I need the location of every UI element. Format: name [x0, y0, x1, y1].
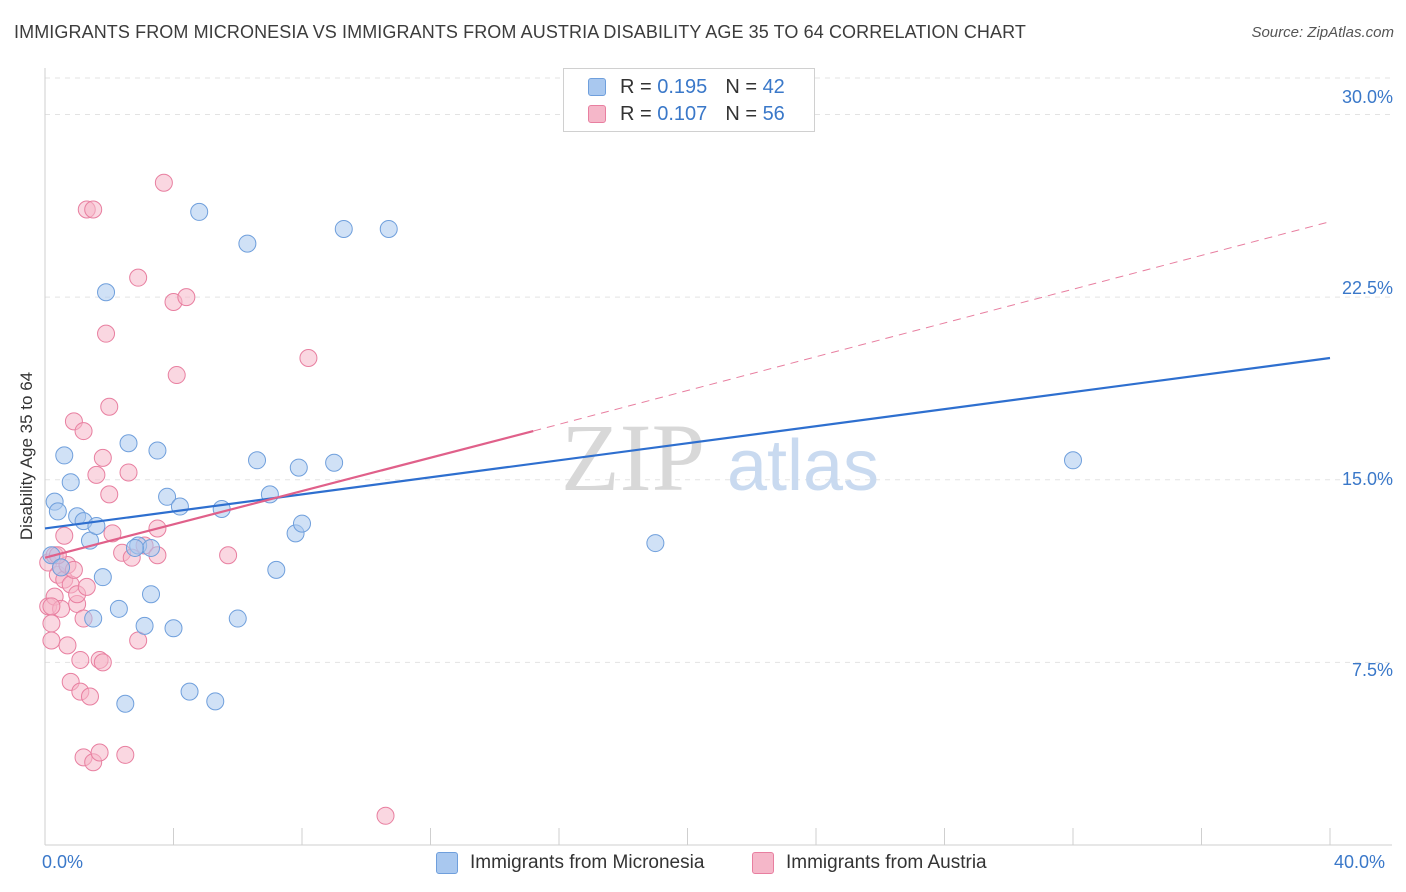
micronesia-point	[52, 558, 71, 577]
austria-point	[55, 526, 74, 545]
austria-point	[167, 366, 186, 385]
austria-point	[93, 653, 112, 672]
micronesia-point	[180, 682, 199, 701]
austria-point	[154, 173, 173, 192]
micronesia-point	[248, 451, 267, 470]
r-value: 0.107	[657, 102, 708, 125]
austria-point	[103, 524, 122, 543]
austria-point	[299, 349, 318, 368]
austria-point	[93, 448, 112, 467]
micronesia-point	[148, 441, 167, 460]
micronesia-point	[61, 473, 80, 492]
micronesia-point	[48, 502, 67, 521]
micronesia-point	[142, 538, 161, 557]
micronesia-point	[55, 446, 74, 465]
legend-item-austria: Immigrants from Austria	[752, 852, 987, 874]
x-tick-label-max: 40.0%	[1334, 852, 1386, 872]
legend-row-micronesia: R = 0.195 N = 42	[588, 75, 785, 99]
austria-point	[90, 743, 109, 762]
x-tick-label-min: 0.0%	[42, 852, 84, 872]
micronesia-point	[125, 538, 144, 557]
axis-layer	[44, 68, 1392, 846]
micronesia-point	[142, 585, 161, 604]
austria-point	[97, 324, 116, 343]
austria-trend-extension	[533, 221, 1331, 432]
micronesia-point	[212, 499, 231, 518]
austria-swatch	[752, 852, 774, 874]
r-label: R =	[620, 75, 652, 98]
austria-point	[119, 463, 138, 482]
n-value: 42	[762, 75, 785, 98]
micronesia-point	[334, 219, 353, 238]
micronesia-point	[206, 692, 225, 711]
r-label: R =	[620, 102, 652, 125]
austria-point	[177, 288, 196, 307]
source-label: Source: ZipAtlas.com	[1251, 24, 1394, 41]
n-label: N =	[725, 75, 757, 98]
austria-point	[42, 631, 61, 650]
micronesia-point	[164, 619, 183, 638]
micronesia-point	[119, 434, 138, 453]
n-value: 56	[762, 102, 785, 125]
watermark-atlas: atlas	[727, 426, 879, 506]
micronesia-point	[84, 609, 103, 628]
austria-point	[100, 397, 119, 416]
micronesia-point	[325, 453, 344, 472]
legend-row-austria: R = 0.107 N = 56	[588, 102, 785, 126]
micronesia-point	[170, 497, 189, 516]
austria-point	[58, 636, 77, 655]
austria-point	[77, 577, 96, 596]
austria-point	[74, 422, 93, 441]
micronesia-point	[228, 609, 247, 628]
micronesia-point	[379, 219, 398, 238]
micronesia-point	[190, 202, 209, 221]
austria-point	[71, 650, 90, 669]
grid-layer	[45, 77, 1392, 663]
trend-lines	[44, 221, 1331, 559]
chart-title: IMMIGRANTS FROM MICRONESIA VS IMMIGRANTS…	[14, 22, 1027, 42]
micronesia-point	[116, 694, 135, 713]
y-tick-label: 22.5%	[1341, 278, 1393, 298]
austria-point	[100, 485, 119, 504]
legend-item-micronesia: Immigrants from Micronesia	[436, 852, 704, 874]
watermark: ZIP atlas	[561, 404, 879, 511]
micronesia-point	[289, 458, 308, 477]
y-tick-label: 30.0%	[1341, 87, 1393, 107]
austria-point	[42, 597, 61, 616]
austria-point	[80, 687, 99, 706]
micronesia-point	[97, 283, 116, 302]
micronesia-swatch	[436, 852, 458, 874]
micronesia-trend-line	[44, 356, 1331, 530]
austria-point	[129, 268, 148, 287]
micronesia-point	[293, 514, 311, 533]
micronesia-swatch	[588, 78, 606, 96]
austria-point	[42, 614, 61, 633]
stats-legend: R = 0.195 N = 42 R = 0.107 N = 56	[563, 68, 815, 132]
austria-point	[219, 546, 238, 565]
austria-point	[87, 465, 106, 484]
series-austria-points	[39, 173, 395, 825]
y-axis-label: Disability Age 35 to 64	[17, 371, 36, 541]
n-label: N =	[725, 102, 757, 125]
micronesia-point	[93, 568, 112, 587]
y-tick-label: 7.5%	[1351, 660, 1393, 680]
legend-label: Immigrants from Micronesia	[470, 852, 705, 873]
micronesia-point	[109, 599, 128, 618]
micronesia-point	[158, 487, 177, 506]
r-value: 0.195	[657, 75, 708, 98]
legend-label: Immigrants from Austria	[786, 852, 987, 873]
austria-swatch	[588, 105, 606, 123]
micronesia-point	[238, 234, 257, 253]
austria-point	[376, 806, 395, 825]
austria-point	[116, 745, 135, 764]
micronesia-point	[1064, 451, 1082, 470]
austria-point	[84, 200, 103, 219]
micronesia-point	[267, 560, 286, 579]
micronesia-point	[646, 534, 665, 553]
y-tick-label: 15.0%	[1341, 469, 1393, 489]
austria-trend-line	[44, 429, 534, 559]
micronesia-point	[135, 616, 154, 635]
